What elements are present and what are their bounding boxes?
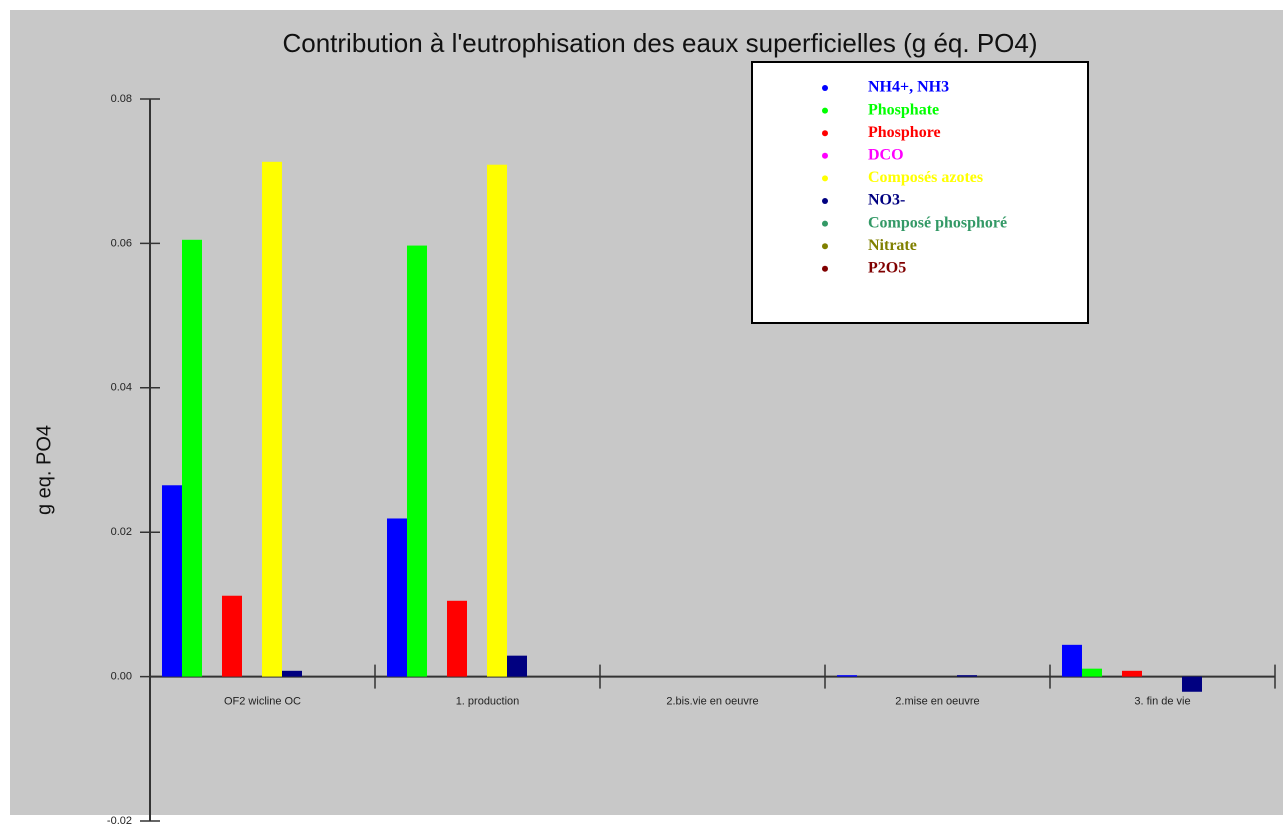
legend-label: Phosphore xyxy=(868,124,941,141)
legend-bullet xyxy=(822,152,828,159)
legend-bullet xyxy=(822,243,828,250)
y-tick-label: 0.04 xyxy=(111,382,132,394)
legend-label: Composés azotes xyxy=(868,169,983,186)
legend-bullet xyxy=(822,265,828,272)
legend-label: NO3- xyxy=(868,192,905,209)
bar xyxy=(1182,676,1202,692)
y-tick-label: 0.02 xyxy=(111,526,132,538)
bar xyxy=(162,485,182,677)
bar xyxy=(1122,670,1142,677)
bar xyxy=(447,600,467,677)
legend-bullet xyxy=(822,220,828,227)
legend-bullet xyxy=(822,130,828,137)
y-tick-label: 0.00 xyxy=(111,671,132,683)
bar xyxy=(957,675,977,677)
bar xyxy=(507,655,527,677)
legend-box xyxy=(751,61,1089,324)
x-tick-label: 1. production xyxy=(456,696,520,708)
y-tick-label: 0.08 xyxy=(111,93,132,105)
bar xyxy=(487,164,507,677)
legend-bullet xyxy=(822,107,828,114)
y-tick-label: 0.06 xyxy=(111,237,132,249)
legend-bullet xyxy=(822,175,828,182)
x-tick-label: 3. fin de vie xyxy=(1134,696,1190,708)
bar xyxy=(837,675,857,677)
bar xyxy=(1082,668,1102,677)
legend-label: NH4+, NH3 xyxy=(868,79,949,96)
legend-label: DCO xyxy=(868,146,904,163)
x-tick-label: 2.bis.vie en oeuvre xyxy=(666,696,758,708)
bar xyxy=(407,245,427,677)
x-tick-label: 2.mise en oeuvre xyxy=(895,696,979,708)
bar xyxy=(182,239,202,677)
legend-label: Phosphate xyxy=(868,101,939,118)
bar xyxy=(387,518,407,677)
legend-label: P2O5 xyxy=(868,259,906,276)
legend-bullet xyxy=(822,198,828,204)
legend-bullet xyxy=(822,85,828,91)
y-axis-label: g eq. PO4 xyxy=(33,425,55,515)
legend-label: Nitrate xyxy=(868,237,917,254)
x-tick-label: OF2 wicline OC xyxy=(224,696,301,708)
chart-title: Contribution à l'eutrophisation des eaux… xyxy=(282,28,1037,58)
bar xyxy=(282,670,302,677)
bar xyxy=(222,595,242,677)
legend-label: Composé phosphoré xyxy=(868,214,1007,231)
y-tick-label: -0.02 xyxy=(107,815,132,825)
bar xyxy=(1062,644,1082,677)
bar xyxy=(262,161,282,677)
